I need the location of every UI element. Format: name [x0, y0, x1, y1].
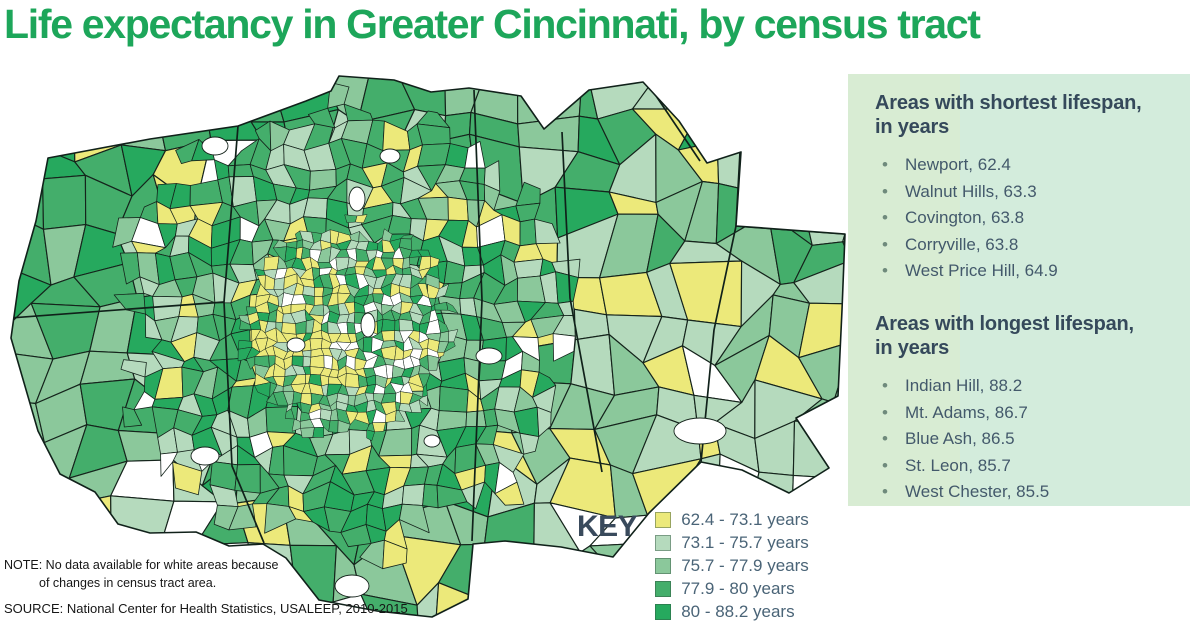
key-range-1: 62.4 - 73.1 years	[681, 509, 809, 529]
longest-lifespan-list: Indian Hill, 88.2 Mt. Adams, 86.7 Blue Ash…	[875, 376, 1170, 502]
page-title: Life expectancy in Greater Cincinnati, b…	[4, 1, 981, 47]
key-legend-row: 62.4 - 73.1 years	[655, 508, 809, 531]
lifespan-list-item: Newport, 62.4	[875, 155, 1170, 175]
shortest-lifespan-section: Areas with shortest lifespan,in years Ne…	[875, 92, 1170, 281]
lifespan-list-item: Walnut Hills, 63.3	[875, 182, 1170, 202]
note-line-1: NOTE: No data available for white areas …	[4, 558, 279, 572]
key-swatch-2	[655, 534, 672, 551]
lifespan-list-item: West Chester, 85.5	[875, 482, 1170, 502]
longest-lifespan-section: Areas with longest lifespan,in years Ind…	[875, 313, 1170, 502]
map-note: NOTE: No data available for white areas …	[4, 556, 278, 592]
key-swatch-3	[655, 557, 672, 574]
lifespan-list-item: St. Leon, 85.7	[875, 456, 1170, 476]
key-legend-row: 80 - 88.2 years	[655, 600, 809, 623]
key-range-3: 75.7 - 77.9 years	[681, 555, 809, 575]
key-swatch-1	[655, 511, 672, 528]
shortest-lifespan-heading: Areas with shortest lifespan, in years	[875, 92, 1142, 138]
key-swatch-4	[655, 580, 672, 597]
lifespan-list-item: Blue Ash, 86.5	[875, 429, 1170, 449]
key-range-2: 73.1 - 75.7 years	[681, 532, 809, 552]
key-legend-row: 77.9 - 80 years	[655, 577, 809, 600]
no-data-areas	[190, 136, 727, 598]
choropleth-map	[10, 75, 846, 618]
lifespan-list-item: Mt. Adams, 86.7	[875, 403, 1170, 423]
longest-lifespan-heading: Areas with longest lifespan, in years	[875, 313, 1134, 359]
key-legend-row: 75.7 - 77.9 years	[655, 554, 809, 577]
map-outline	[10, 75, 846, 618]
note-line-2: of changes in census tract area.	[39, 576, 217, 591]
map-key: KEY 62.4 - 73.1 years 73.1 - 75.7 years …	[577, 508, 809, 623]
map-source: SOURCE: National Center for Health Stati…	[4, 601, 408, 616]
lifespan-list-item: West Price Hill, 64.9	[875, 261, 1170, 281]
lifespan-list-item: Covington, 63.8	[875, 208, 1170, 228]
key-legend-row: 73.1 - 75.7 years	[655, 531, 809, 554]
key-legend: 62.4 - 73.1 years 73.1 - 75.7 years 75.7…	[655, 508, 809, 623]
shortest-lifespan-list: Newport, 62.4 Walnut Hills, 63.3 Covington…	[875, 155, 1170, 281]
key-range-5: 80 - 88.2 years	[681, 601, 795, 621]
lifespan-list-item: Corryville, 63.8	[875, 235, 1170, 255]
key-label: KEY	[577, 510, 638, 543]
key-range-4: 77.9 - 80 years	[681, 578, 795, 598]
key-swatch-5	[655, 603, 672, 620]
lifespan-panel: Areas with shortest lifespan,in years Ne…	[848, 74, 1190, 506]
lifespan-list-item: Indian Hill, 88.2	[875, 376, 1170, 396]
